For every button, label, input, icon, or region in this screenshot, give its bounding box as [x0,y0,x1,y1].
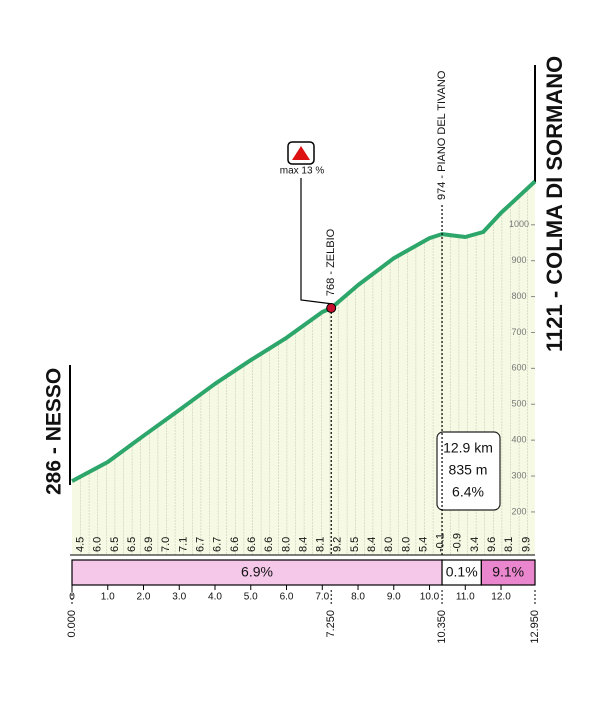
y-tick-label: 400 [511,435,526,445]
gradient-label: 6.6 [263,537,275,552]
gradient-label: 8.4 [366,537,378,552]
gradient-label: 6.9 [143,537,155,552]
start-label: 286 - NESSO [43,368,66,495]
section-label: 0.1% [446,564,478,580]
x-tick-label: 3.0 [172,592,186,603]
gradient-label: 6.7 [212,537,224,552]
section-label: 6.9% [241,564,273,580]
gradient-label: 5.5 [349,537,361,552]
y-tick-label: 900 [511,255,526,265]
gradient-label: -0.1 [435,533,447,552]
gradient-label: 9.6 [486,537,498,552]
distance-label: 12.950 [529,610,541,644]
max-gradient-label: max 13 % [280,166,325,177]
y-tick-label: 1000 [509,219,529,229]
summary-gradient: 6.4% [452,484,484,500]
gradient-label: 5.4 [417,537,429,552]
x-tick-label: 8.0 [351,592,365,603]
distance-label: 7.250 [325,610,337,638]
distance-label: 10.350 [436,610,448,644]
summary-distance: 12.9 km [443,440,493,456]
x-tick-label: 4.0 [208,592,222,603]
gradient-label: 6.5 [126,537,138,552]
y-tick-label: 800 [511,291,526,301]
x-tick-label: 11.0 [456,592,475,603]
y-tick-label: 500 [511,399,526,409]
gradient-label: 8.1 [503,537,515,552]
gradient-label: 6.0 [92,537,104,552]
gradient-label: 4.5 [74,537,86,552]
section-bar [441,559,482,586]
gradient-label: 7.0 [160,537,172,552]
max-gradient-triangle [292,146,310,160]
x-tick-label: 7.0 [315,592,329,603]
gradient-label: 7.1 [177,537,189,552]
gradient-label: 8.0 [383,537,395,552]
x-tick-label: 0 [69,592,75,603]
y-tick-label: 300 [511,470,526,480]
end-label: 1121 - COLMA DI SORMANO [542,56,567,352]
x-tick-label: 6.0 [280,592,294,603]
waypoint-dot [326,303,337,314]
section-bar [480,559,536,586]
gradient-label: 8.0 [400,537,412,552]
waypoint-label: 768 - ZELBIO [325,228,337,296]
summary-box [436,431,501,511]
x-tick-label: 10.0 [420,592,440,603]
waypoint-label: 974 - PIANO DEL TIVANO [436,70,448,200]
gradient-label: 6.6 [229,537,241,552]
gradient-label: 6.5 [109,537,121,552]
gradient-label: 8.4 [297,537,309,552]
gradient-label: 3.4 [469,537,481,552]
gradient-label: 8.0 [280,537,292,552]
summary-ascent: 835 m [449,462,488,478]
gradient-label: -0.9 [452,533,464,552]
section-label: 9.1% [492,564,524,580]
y-tick-label: 200 [511,506,526,516]
x-tick-label: 1.0 [101,592,115,603]
profile-area [72,181,535,555]
gradient-label: 6.6 [246,537,258,552]
y-tick-label: 700 [511,327,526,337]
max-gradient-pointer [300,178,334,305]
x-tick-label: 2.0 [137,592,151,603]
gradient-label: 8.1 [315,537,327,552]
gradient-label: 9.9 [520,537,532,552]
distance-label: 0.000 [66,610,78,638]
x-tick-label: 5.0 [244,592,258,603]
y-tick-label: 600 [511,363,526,373]
gradient-label: 6.7 [195,537,207,552]
x-tick-label: 12.0 [491,592,511,603]
x-tick-label: 9.0 [387,592,401,603]
gradient-label: 9.2 [332,537,344,552]
